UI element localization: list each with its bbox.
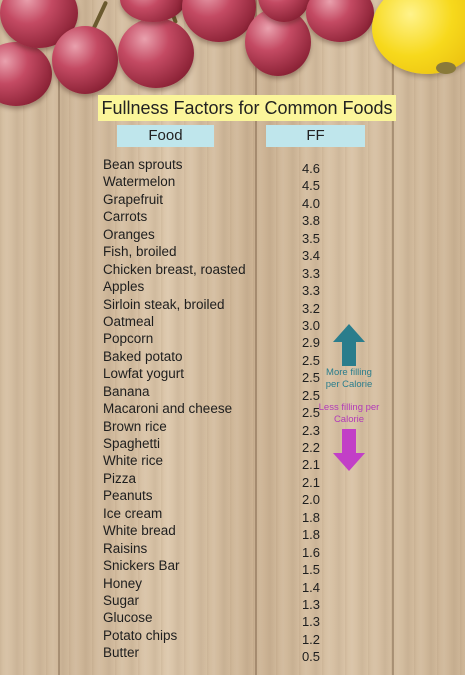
food-name: Oranges bbox=[103, 226, 155, 242]
fullness-factor-value: 2.5 bbox=[301, 370, 321, 386]
fullness-factor-value: 2.9 bbox=[301, 335, 321, 351]
food-name: Grapefruit bbox=[103, 191, 164, 207]
food-name: Macaroni and cheese bbox=[103, 401, 233, 417]
page-title: Fullness Factors for Common Foods bbox=[98, 95, 396, 121]
fullness-factor-value: 2.1 bbox=[301, 457, 321, 473]
wood-plank-seam bbox=[392, 0, 394, 675]
fullness-factor-value: 4.5 bbox=[301, 178, 321, 194]
food-column-header: Food bbox=[117, 125, 214, 147]
lemon-tip bbox=[436, 62, 456, 74]
fullness-factor-value: 2.0 bbox=[301, 492, 321, 508]
grape-stem bbox=[91, 0, 109, 30]
less-filling-text: Less filling per Calorie bbox=[318, 402, 380, 425]
fullness-factor-value: 0.5 bbox=[301, 649, 321, 665]
food-name: Glucose bbox=[103, 610, 153, 626]
fullness-factor-value: 2.5 bbox=[301, 387, 321, 403]
food-name: Oatmeal bbox=[103, 313, 155, 329]
fullness-factor-value: 1.8 bbox=[301, 509, 321, 525]
fullness-factor-value: 4.0 bbox=[301, 195, 321, 211]
food-name: Banana bbox=[103, 383, 150, 399]
fullness-factor-value: 4.6 bbox=[301, 161, 321, 176]
grape bbox=[306, 0, 374, 42]
fullness-factor-value: 1.2 bbox=[301, 631, 321, 647]
more-filling-label: More filling per Calorie bbox=[318, 367, 380, 391]
fullness-factor-value: 3.3 bbox=[301, 265, 321, 281]
food-name: Fish, broiled bbox=[103, 244, 177, 260]
fullness-factor-value: 2.1 bbox=[301, 474, 321, 490]
fullness-factor-value: 3.4 bbox=[301, 248, 321, 264]
grape bbox=[118, 18, 194, 88]
fullness-factor-value: 1.8 bbox=[301, 527, 321, 543]
fullness-factor-value: 1.4 bbox=[301, 579, 321, 595]
food-name: White bread bbox=[103, 523, 176, 539]
food-name: Watermelon bbox=[103, 174, 176, 190]
grape bbox=[0, 42, 52, 106]
ff-column-header: FF bbox=[266, 125, 365, 147]
food-name: Peanuts bbox=[103, 488, 153, 504]
fullness-factor-value: 1.3 bbox=[301, 614, 321, 630]
fullness-factor-value: 2.5 bbox=[301, 352, 321, 368]
fullness-factor-value: 3.8 bbox=[301, 213, 321, 229]
food-name: Sugar bbox=[103, 592, 140, 608]
food-name: Brown rice bbox=[103, 418, 167, 434]
fullness-factor-value: 3.0 bbox=[301, 317, 321, 333]
wood-plank-seam bbox=[58, 0, 60, 675]
food-name: Sirloin steak, broiled bbox=[103, 296, 225, 312]
food-name: Snickers Bar bbox=[103, 558, 180, 574]
food-name: Popcorn bbox=[103, 331, 154, 347]
food-name: Apples bbox=[103, 279, 145, 295]
fullness-factor-value: 2.5 bbox=[301, 405, 321, 421]
fullness-factor-list: 4.6 4.5 4.0 3.8 3.5 3.4 3.3 3.3 3.2 3.0 2.9 2.5 2.5 2… bbox=[297, 160, 325, 666]
food-name: Pizza bbox=[103, 470, 137, 486]
arrow-up-icon bbox=[333, 324, 365, 366]
fullness-factor-value: 1.6 bbox=[301, 544, 321, 560]
fullness-factor-value: 1.5 bbox=[301, 562, 321, 578]
food-name: Honey bbox=[103, 575, 143, 591]
food-name: White rice bbox=[103, 453, 164, 469]
more-filling-text: More filling per Calorie bbox=[325, 367, 373, 390]
wood-plank-seam bbox=[255, 0, 257, 675]
fruit-decoration bbox=[0, 0, 465, 110]
less-filling-label: Less filling per Calorie bbox=[318, 402, 380, 426]
fullness-factor-value: 2.3 bbox=[301, 422, 321, 438]
fullness-factor-value: 3.3 bbox=[301, 283, 321, 299]
food-list: Bean sprouts Watermelon Grapefruit Carrots O… bbox=[103, 156, 283, 662]
fullness-factor-value: 2.2 bbox=[301, 440, 321, 455]
arrow-down-icon bbox=[333, 429, 365, 471]
food-name: Ice cream bbox=[103, 505, 163, 521]
food-name: Spaghetti bbox=[103, 436, 161, 451]
fullness-factor-value: 1.3 bbox=[301, 596, 321, 612]
food-name: Potato chips bbox=[103, 627, 178, 643]
food-name: Carrots bbox=[103, 209, 148, 225]
food-name: Bean sprouts bbox=[103, 157, 183, 172]
food-name: Butter bbox=[103, 645, 140, 661]
grape bbox=[120, 0, 186, 22]
food-name: Lowfat yogurt bbox=[103, 366, 185, 382]
grape bbox=[258, 0, 310, 22]
food-name: Chicken breast, roasted bbox=[103, 261, 246, 277]
food-name: Baked potato bbox=[103, 348, 183, 364]
fullness-factor-value: 3.2 bbox=[301, 300, 321, 316]
fullness-factor-value: 3.5 bbox=[301, 230, 321, 246]
food-name: Raisins bbox=[103, 540, 148, 556]
grape bbox=[52, 26, 118, 94]
